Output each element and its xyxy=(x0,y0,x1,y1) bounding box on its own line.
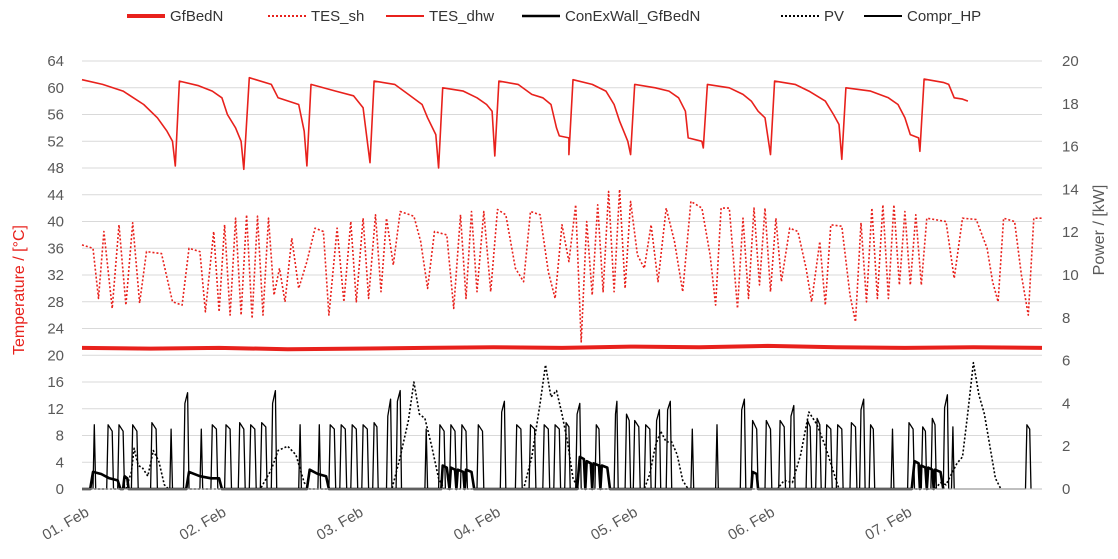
y-tick-left: 40 xyxy=(47,214,64,231)
y-tick-right: 12 xyxy=(1062,224,1079,241)
y-tick-left: 52 xyxy=(47,133,64,150)
y-tick-left: 24 xyxy=(47,321,64,338)
y-tick-left: 0 xyxy=(56,481,64,498)
x-tick: 05. Feb xyxy=(588,504,641,544)
legend-label: TES_dhw xyxy=(429,8,494,25)
y-tick-left: 16 xyxy=(47,374,64,391)
legend-label: GfBedN xyxy=(170,8,223,25)
y-tick-left: 28 xyxy=(47,294,64,311)
y-axis-title-left: Temperature / [°C] xyxy=(11,225,28,355)
y-tick-right: 20 xyxy=(1062,53,1079,70)
series-tes-dhw xyxy=(81,76,969,171)
y-tick-left: 44 xyxy=(47,187,64,204)
series-gfbedn xyxy=(81,343,1043,352)
axes: 0481216202428323640444852566064024681012… xyxy=(39,53,1078,544)
y-tick-left: 12 xyxy=(47,401,64,418)
x-tick: 07. Feb xyxy=(862,504,915,544)
y-tick-right: 18 xyxy=(1062,96,1079,113)
x-tick: 02. Feb xyxy=(177,504,230,544)
legend-label: Compr_HP xyxy=(907,8,981,25)
y-tick-right: 8 xyxy=(1062,310,1070,327)
legend: GfBedN TES_sh TES_dhw ConExWall_GfBedN PV Com… xyxy=(127,8,981,25)
legend-label: TES_sh xyxy=(311,8,364,25)
y-tick-right: 6 xyxy=(1062,353,1070,370)
y-tick-left: 60 xyxy=(47,80,64,97)
y-tick-left: 36 xyxy=(47,240,64,257)
y-tick-right: 4 xyxy=(1062,395,1070,412)
y-tick-left: 8 xyxy=(56,428,64,445)
x-tick: 06. Feb xyxy=(725,504,778,544)
y-tick-right: 14 xyxy=(1062,181,1079,198)
legend-label: PV xyxy=(824,8,844,25)
grid xyxy=(82,60,1042,463)
y-tick-left: 64 xyxy=(47,53,64,70)
series-compr-hp xyxy=(82,389,1032,490)
series-layer xyxy=(81,76,1043,491)
y-tick-right: 2 xyxy=(1062,438,1070,455)
y-tick-right: 16 xyxy=(1062,139,1079,156)
x-tick: 03. Feb xyxy=(314,504,367,544)
x-tick: 01. Feb xyxy=(39,504,92,544)
y-tick-right: 10 xyxy=(1062,267,1079,284)
y-tick-right: 0 xyxy=(1062,481,1070,498)
x-tick: 04. Feb xyxy=(451,504,504,544)
y-tick-left: 56 xyxy=(47,107,64,124)
y-axis-title-right: Power / [kW] xyxy=(1091,185,1108,276)
y-tick-left: 20 xyxy=(47,347,64,364)
y-tick-left: 4 xyxy=(56,454,64,471)
y-tick-left: 48 xyxy=(47,160,64,177)
y-tick-left: 32 xyxy=(47,267,64,284)
series-tes-sh xyxy=(81,188,1042,343)
legend-label: ConExWall_GfBedN xyxy=(565,8,700,25)
